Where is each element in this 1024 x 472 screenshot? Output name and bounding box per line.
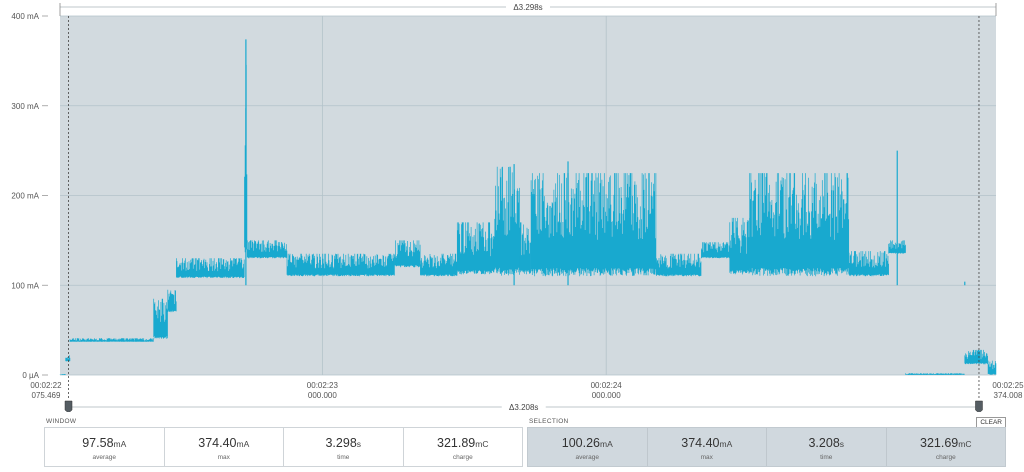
stat-unit: mA: [719, 438, 733, 449]
stat-value: 100.26: [561, 435, 600, 450]
selection-end-handle[interactable]: [975, 400, 983, 412]
x-tick-sublabel: 374.008: [994, 391, 1023, 400]
y-tick-label: 300 mA: [11, 102, 39, 111]
stat-value: 97.58: [82, 435, 114, 450]
x-tick-sublabel: 000.000: [308, 391, 337, 400]
window-delta-bar: Δ3.298s: [59, 2, 997, 16]
stat-label: max: [700, 453, 713, 461]
selection-max: 374.40mA max: [648, 428, 767, 466]
stat-unit: mA: [236, 438, 250, 449]
stat-label: max: [217, 453, 230, 461]
y-tick-label: 400 mA: [11, 12, 39, 21]
stat-value: 321.89: [437, 435, 476, 450]
window-time: 3.298s time: [284, 428, 404, 466]
selection-stats-panel: SELECTION CLEAR 100.26mA average 374.40m…: [527, 416, 1006, 468]
trace-segment: [987, 360, 997, 375]
y-axis: 400 mA 300 mA 200 mA 100 mA 0 µA: [11, 12, 48, 380]
trace-segment: [749, 173, 850, 277]
trace-segment: [167, 289, 177, 313]
trace-segment: [153, 298, 168, 339]
current-chart[interactable]: 400 mA 300 mA 200 mA 100 mA 0 µA 00:02:22075…: [0, 0, 1024, 412]
trace-segment: [456, 222, 495, 275]
trace-segment: [655, 253, 702, 277]
trace-segment: [848, 251, 889, 277]
stat-label: time: [820, 453, 833, 461]
stat-value: 374.40: [681, 435, 720, 450]
stat-value: 321.69: [920, 435, 959, 450]
selection-delta-label: Δ3.208s: [509, 403, 538, 412]
trace-segment: [394, 240, 421, 268]
x-axis: 00:02:22075.46900:02:23000.00000:02:2400…: [30, 381, 1024, 400]
stat-label: charge: [935, 453, 956, 461]
x-tick-sublabel: 075.469: [32, 391, 61, 400]
trace-segment: [964, 349, 988, 365]
trace-segment: [176, 258, 245, 279]
window-charge: 321.89mC charge: [404, 428, 523, 466]
trace-segment: [911, 373, 965, 375]
stat-unit: mC: [958, 438, 972, 449]
stat-label: charge: [452, 453, 473, 461]
trace-segment: [69, 338, 154, 342]
window-delta-label: Δ3.298s: [513, 3, 542, 12]
selection-average: 100.26mA average: [528, 428, 648, 466]
stat-unit: mC: [475, 438, 489, 449]
x-tick-sublabel: 000.000: [592, 391, 621, 400]
window-panel-title: WINDOW: [46, 418, 77, 425]
selection-delta-bar: Δ3.208s: [68, 402, 979, 412]
x-tick-label: 00:02:23: [307, 381, 339, 390]
stat-label: average: [575, 453, 600, 461]
stat-unit: mA: [113, 438, 127, 449]
current-trace: [59, 39, 997, 375]
y-tick-label: 100 mA: [11, 281, 39, 290]
trace-segment: [246, 240, 288, 259]
trace-segment: [701, 242, 730, 259]
y-tick-label: 200 mA: [11, 192, 39, 201]
window-delta-label-bg: [506, 2, 550, 12]
stat-label: time: [337, 453, 350, 461]
selection-delta-label-bg: [501, 402, 546, 412]
trace-segment: [530, 173, 657, 277]
window-max: 374.40mA max: [165, 428, 284, 466]
stat-value: 3.208: [808, 435, 840, 450]
window-stats-panel: WINDOW 97.58mA average 374.40mA max 3.29…: [44, 416, 523, 468]
trace-segment: [905, 373, 912, 375]
stat-label: average: [92, 453, 117, 461]
selection-markers[interactable]: [64, 16, 983, 412]
selection-time: 3.208s time: [767, 428, 887, 466]
stat-unit: mA: [599, 438, 613, 449]
trace-segment: [519, 222, 531, 275]
trace-segment: [59, 374, 66, 375]
trace-segment: [65, 355, 71, 362]
y-tick-label: 0 µA: [22, 371, 39, 380]
x-tick-label: 00:02:25: [992, 381, 1024, 390]
stat-value: 374.40: [198, 435, 237, 450]
trace-segment: [729, 217, 750, 275]
selection-charge: 321.69mC charge: [887, 428, 1006, 466]
stat-unit: s: [356, 438, 362, 449]
trace-segment: [420, 253, 458, 277]
selection-start-handle[interactable]: [64, 400, 73, 412]
grid-lines: [60, 15, 996, 376]
x-tick-label: 00:02:24: [591, 381, 623, 390]
selection-panel-title: SELECTION: [529, 418, 569, 425]
trace-segment: [888, 240, 906, 254]
stat-unit: s: [839, 438, 845, 449]
trace-segment: [286, 253, 395, 277]
stat-value: 3.298: [325, 435, 357, 450]
window-average: 97.58mA average: [45, 428, 165, 466]
x-tick-label: 00:02:22: [30, 381, 62, 390]
